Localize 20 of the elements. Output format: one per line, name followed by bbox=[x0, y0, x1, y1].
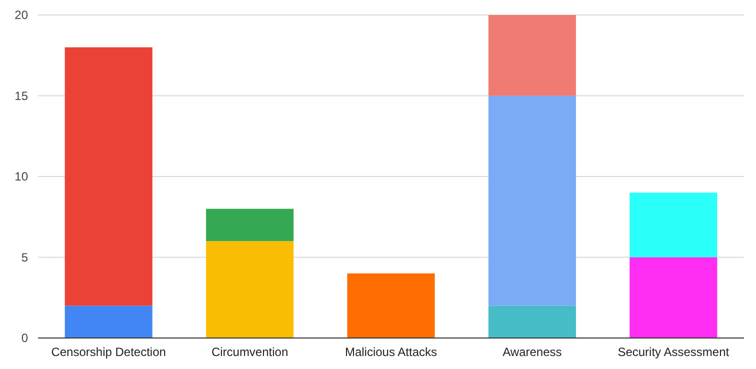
bar bbox=[630, 257, 718, 338]
y-tick-label: 0 bbox=[21, 331, 28, 346]
bar bbox=[64, 306, 152, 338]
x-tick-label: Circumvention bbox=[211, 345, 288, 359]
bar bbox=[347, 273, 435, 338]
bar bbox=[206, 208, 294, 242]
bar bbox=[488, 15, 576, 96]
bar bbox=[630, 192, 718, 258]
bar bbox=[206, 241, 294, 338]
y-tick-label: 10 bbox=[14, 170, 28, 184]
y-tick-label: 15 bbox=[14, 88, 28, 103]
x-tick-label: Censorship Detection bbox=[51, 345, 166, 359]
bar bbox=[488, 306, 576, 338]
y-tick-label: 5 bbox=[21, 250, 28, 264]
x-tick-label: Awareness bbox=[502, 345, 562, 359]
bar bbox=[64, 47, 152, 306]
bar bbox=[488, 96, 576, 306]
x-tick-label: Security Assessment bbox=[618, 345, 730, 359]
x-tick-label: Malicious Attacks bbox=[344, 345, 438, 359]
y-tick-label: 20 bbox=[14, 8, 28, 22]
